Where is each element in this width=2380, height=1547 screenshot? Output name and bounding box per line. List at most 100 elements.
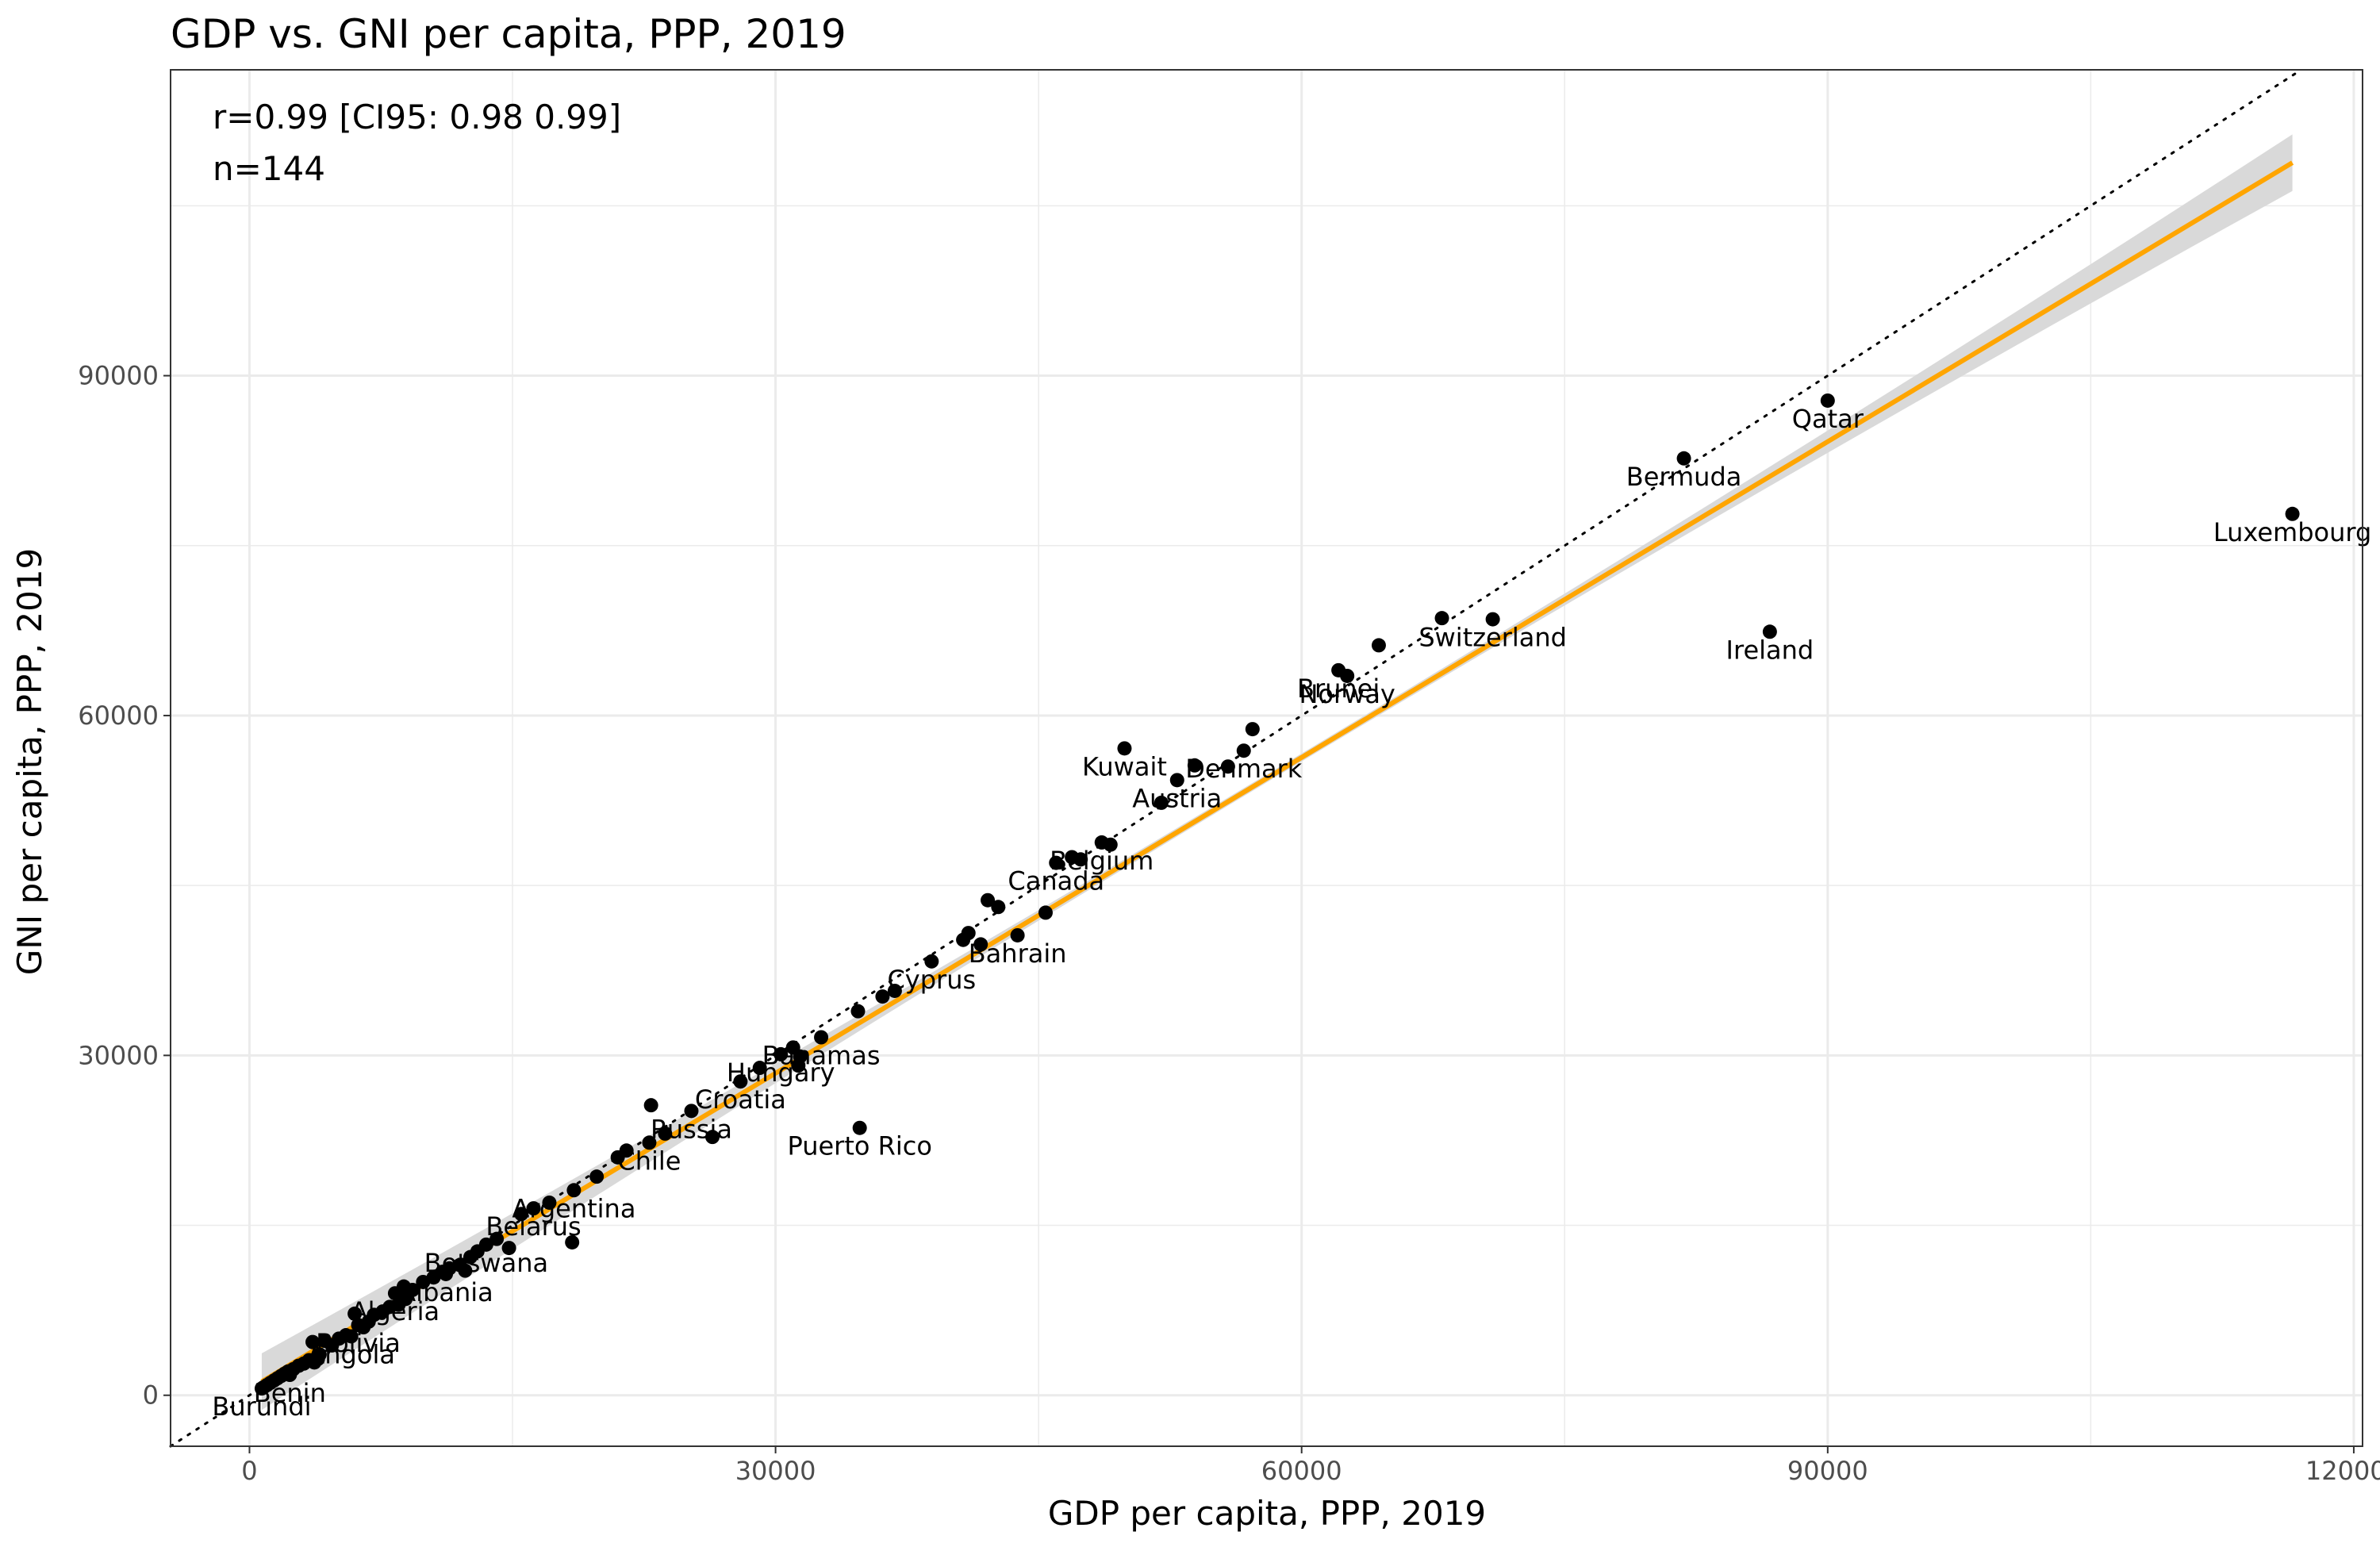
data-point <box>1187 758 1202 773</box>
data-point <box>1676 451 1691 466</box>
data-point <box>589 1169 605 1184</box>
data-point <box>1236 743 1251 758</box>
data-point-label: Russia <box>651 1114 732 1144</box>
data-point-label: Bolivia <box>316 1328 401 1358</box>
data-point <box>733 1074 748 1089</box>
correlation-annotation: r=0.99 [CI95: 0.98 0.99] <box>213 98 621 136</box>
data-point <box>852 1120 867 1135</box>
data-point <box>514 1207 529 1222</box>
data-point <box>973 937 988 952</box>
x-tick-label: 90000 <box>1787 1456 1868 1486</box>
data-point <box>305 1334 321 1349</box>
data-point <box>1065 850 1080 865</box>
x-tick-label: 0 <box>241 1456 257 1486</box>
data-point <box>1154 795 1169 810</box>
y-axis-title: GNI per capita, PPP, 2019 <box>10 548 49 975</box>
data-point <box>282 1368 298 1383</box>
point-labels: Luxembourg Qatar Ireland Bermuda Switzerland… <box>212 404 2371 1422</box>
data-point <box>1049 855 1064 870</box>
x-tick-label: 60000 <box>1261 1456 1342 1486</box>
data-point <box>565 1234 580 1250</box>
chart-title: GDP vs. GNI per capita, PPP, 2019 <box>171 11 846 57</box>
data-point <box>566 1183 582 1198</box>
data-point <box>254 1381 269 1396</box>
data-point-label: Burundi <box>212 1392 311 1422</box>
data-point <box>1038 905 1053 920</box>
data-point <box>307 1355 322 1370</box>
data-point <box>526 1201 541 1216</box>
data-point-label: Denmark <box>1185 754 1303 784</box>
data-point-label: Brunei <box>1297 674 1380 704</box>
data-point-label: Luxembourg <box>2213 517 2371 547</box>
data-point <box>981 892 996 908</box>
data-point <box>1340 668 1355 683</box>
data-point <box>344 1329 359 1344</box>
y-tick-label: 30000 <box>78 1040 159 1070</box>
data-point <box>1094 835 1109 850</box>
data-point-label: Switzerland <box>1418 623 1567 653</box>
data-point <box>658 1126 673 1141</box>
data-point <box>1169 773 1184 788</box>
data-point <box>1245 722 1260 737</box>
data-point-label: Argentina <box>512 1193 635 1223</box>
data-point <box>705 1130 720 1145</box>
data-point-label: Bahrain <box>969 939 1067 969</box>
y-tick-label: 60000 <box>78 701 159 731</box>
data-point <box>489 1231 505 1246</box>
data-point-label: Ireland <box>1726 635 1814 665</box>
data-point <box>347 1306 363 1321</box>
data-point-label: Bahamas <box>762 1040 881 1070</box>
data-point <box>991 900 1006 915</box>
x-axis-title: GDP per capita, PPP, 2019 <box>1048 1494 1486 1533</box>
data-point-label: Austria <box>1132 783 1222 813</box>
data-points <box>254 393 2300 1396</box>
data-point <box>1762 624 1777 639</box>
data-point <box>684 1104 699 1119</box>
data-point-label: Angola <box>307 1339 395 1369</box>
data-point <box>850 1004 866 1019</box>
data-point <box>416 1274 431 1289</box>
data-point-label: Qatar <box>1792 404 1864 434</box>
data-point-label: Benin <box>254 1378 326 1408</box>
data-point <box>875 989 890 1004</box>
data-point <box>439 1266 454 1281</box>
n-annotation: n=144 <box>213 149 325 188</box>
data-point <box>1220 759 1235 774</box>
data-point-label: Croatia <box>695 1084 786 1115</box>
data-point-label: Canada <box>1008 866 1104 896</box>
data-point <box>924 954 939 969</box>
data-point-label: Chile <box>617 1146 681 1176</box>
data-point <box>1434 611 1449 626</box>
data-point <box>956 932 971 947</box>
data-point-label: Botswana <box>424 1248 548 1278</box>
data-point <box>501 1241 516 1256</box>
data-point <box>791 1058 806 1073</box>
data-point-label: Norway <box>1299 679 1395 709</box>
y-axis: 0 30000 60000 90000 <box>78 361 171 1411</box>
data-point-label: Kuwait <box>1082 751 1167 781</box>
data-point <box>643 1098 658 1113</box>
y-tick-label: 90000 <box>78 361 159 391</box>
data-point-label: Hungary <box>727 1058 835 1088</box>
data-point-label: Algeria <box>351 1296 440 1326</box>
plot-panel: Luxembourg Qatar Ireland Bermuda Switzerland… <box>169 68 2371 1448</box>
data-point <box>774 1046 789 1061</box>
data-point <box>1010 927 1025 942</box>
data-point <box>317 1334 332 1349</box>
data-point <box>814 1030 829 1045</box>
data-point-label: Bermuda <box>1626 462 1742 492</box>
data-point <box>2285 506 2300 521</box>
data-point-label: Belarus <box>486 1211 581 1242</box>
y-tick-label: 0 <box>143 1380 159 1411</box>
data-point-label: Belgium <box>1050 846 1154 876</box>
data-point <box>752 1061 767 1076</box>
data-point <box>1485 612 1500 627</box>
data-point <box>387 1286 402 1301</box>
x-tick-label: 30000 <box>735 1456 816 1486</box>
data-point <box>642 1135 657 1150</box>
data-point <box>542 1195 557 1210</box>
data-point-label: Cyprus <box>887 965 976 995</box>
data-point <box>1371 638 1386 653</box>
